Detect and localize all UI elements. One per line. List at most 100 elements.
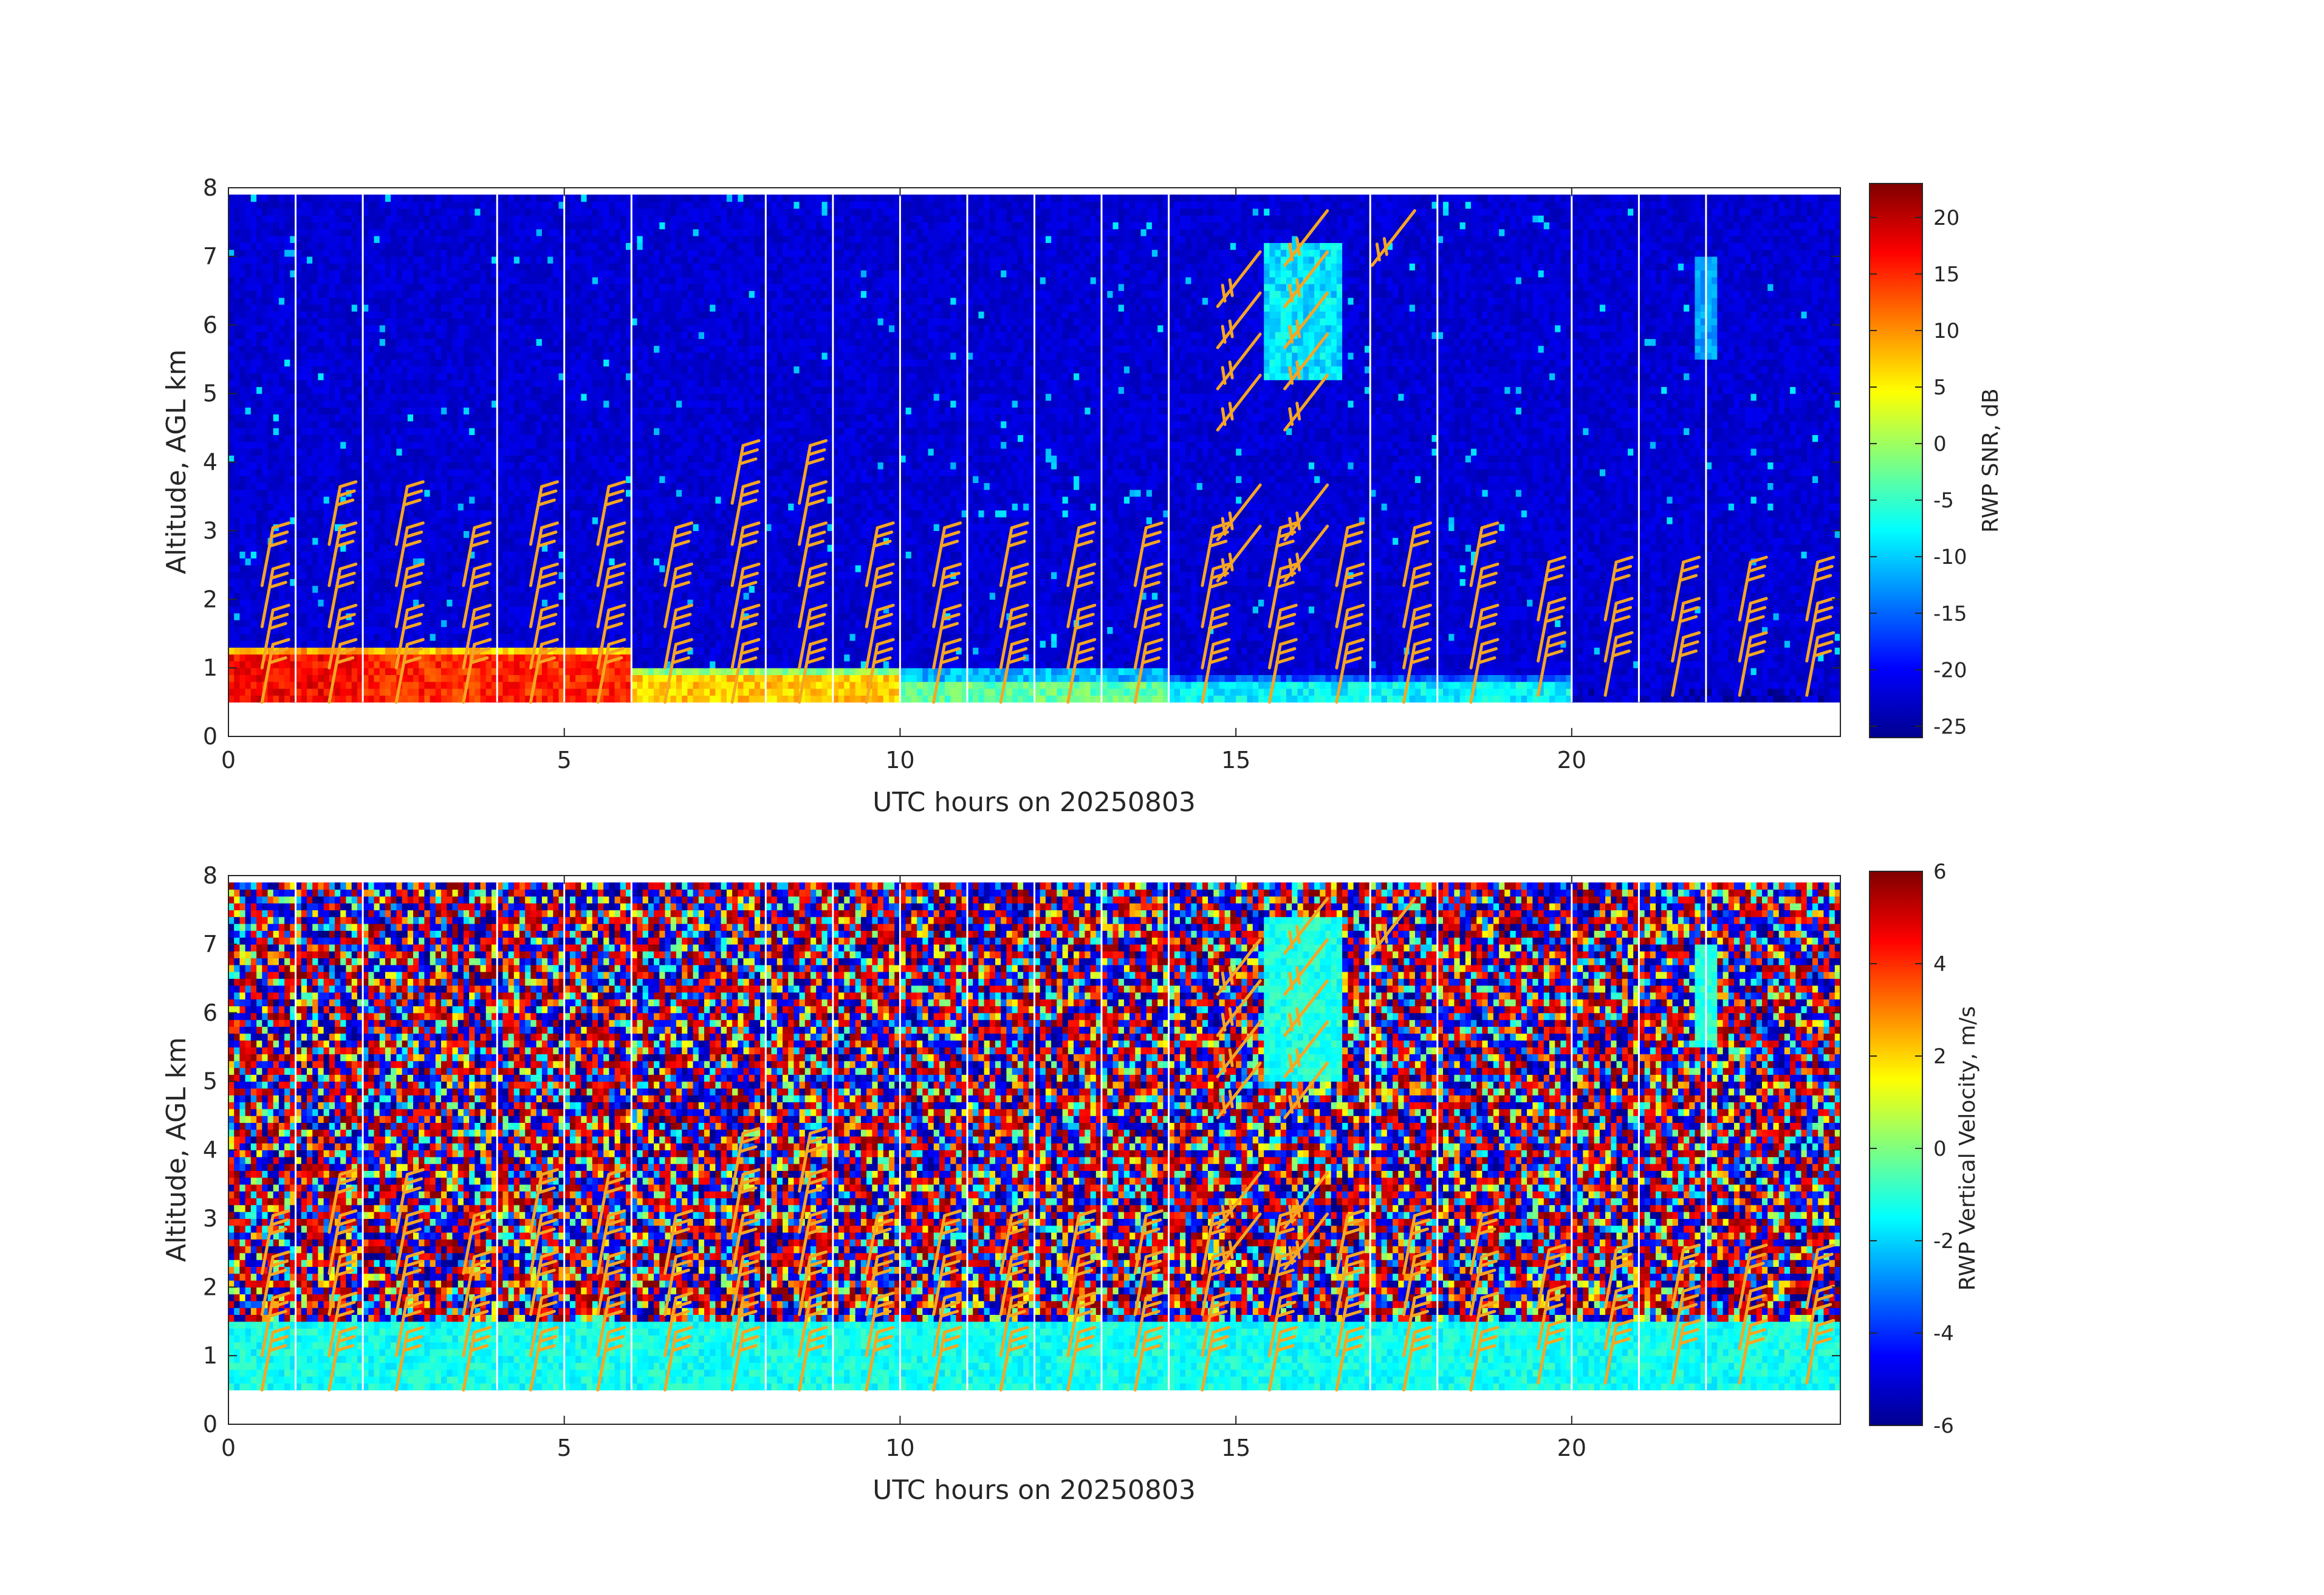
heatmap-cell [586,695,593,703]
heatmap-cell [351,345,358,353]
heatmap-cell [385,434,391,442]
heatmap-cell [558,688,565,696]
heatmap-cell [492,434,498,442]
heatmap-cell [301,668,307,675]
heatmap-cell [569,647,576,655]
heatmap-cell [295,407,302,415]
heatmap-cell [245,681,252,689]
heatmap-cell [492,311,498,319]
heatmap-cell [379,647,386,655]
heatmap-cell [346,551,352,559]
heatmap-cell [312,599,318,607]
heatmap-cell [351,372,358,380]
heatmap-cell [307,489,313,497]
heatmap-cell [228,489,235,497]
heatmap-cell [396,242,403,250]
heatmap-cell [301,249,307,257]
heatmap-cell [329,208,335,216]
heatmap-cell [575,468,581,476]
heatmap-cell [541,537,548,545]
heatmap-cell [329,270,335,278]
heatmap-cell [335,236,341,243]
heatmap-cell [480,551,487,559]
heatmap-cell [525,592,531,600]
heatmap-cell [497,660,503,668]
heatmap-cell [598,324,604,332]
heatmap-cell [256,284,262,291]
heatmap-cell [295,455,302,463]
heatmap-cell [592,263,598,271]
heatmap-cell [407,228,414,236]
heatmap-cell [458,393,464,401]
heatmap-cell [469,215,475,222]
heatmap-cell [329,311,335,319]
heatmap-cell [530,400,537,408]
heatmap-cell [575,372,581,380]
heatmap-cell [519,359,526,367]
heatmap-cell [592,311,598,319]
heatmap-cell [290,612,296,620]
heatmap-cell [419,284,425,291]
heatmap-cell [497,366,503,374]
heatmap-cell [492,359,498,367]
heatmap-cell [541,503,548,511]
heatmap-cell [385,654,391,662]
heatmap-cell [441,660,447,668]
heatmap-cell [267,489,274,497]
heatmap-cell [407,311,414,319]
heatmap-cell [267,249,274,257]
heatmap-cell [363,516,369,524]
heatmap-cell [519,366,526,374]
heatmap-cell [452,660,459,668]
heatmap-cell [497,633,503,641]
heatmap-cell [475,558,481,566]
heatmap-cell [391,242,397,250]
heatmap-cell [284,660,290,668]
heatmap-cell [519,537,526,545]
heatmap-cell [452,434,459,442]
heatmap-cell [379,516,386,524]
heatmap-cell [340,428,346,435]
heatmap-cell [525,564,531,572]
heatmap-cell [284,496,290,504]
heatmap-cell [228,578,235,586]
heatmap-cell [323,393,330,401]
heatmap-cell [245,592,252,600]
heatmap-cell [424,585,431,593]
heatmap-cell [374,290,380,298]
heatmap-cell [475,372,481,380]
heatmap-cell [250,194,257,202]
heatmap-cell [592,620,598,627]
heatmap-cell [581,249,588,257]
heatmap-cell [239,434,246,442]
heatmap-cell [581,578,588,586]
heatmap-cell [301,558,307,566]
heatmap-cell [435,400,442,408]
heatmap-cell [480,242,487,250]
heatmap-cell [447,620,453,627]
heatmap-cell [363,592,369,600]
heatmap-cell [447,503,453,511]
heatmap-cell [492,496,498,504]
heatmap-cell [569,468,576,476]
heatmap-cell [586,674,593,682]
heatmap-cell [452,393,459,401]
heatmap-cell [312,270,318,278]
heatmap-cell [262,455,269,463]
heatmap-cell [564,448,571,456]
heatmap-cell [598,256,604,264]
heatmap-cell [558,236,565,243]
heatmap-cell [558,510,565,518]
heatmap-cell [351,222,358,230]
heatmap-cell [419,516,425,524]
heatmap-cell [502,489,509,497]
heatmap-cell [569,564,576,572]
heatmap-cell [346,482,352,490]
heatmap-cell [463,530,470,538]
heatmap-cell [469,228,475,236]
heatmap-cell [278,468,285,476]
heatmap-cell [569,236,576,243]
heatmap-cell [396,441,403,449]
heatmap-cell [346,407,352,415]
heatmap-cell [295,372,302,380]
